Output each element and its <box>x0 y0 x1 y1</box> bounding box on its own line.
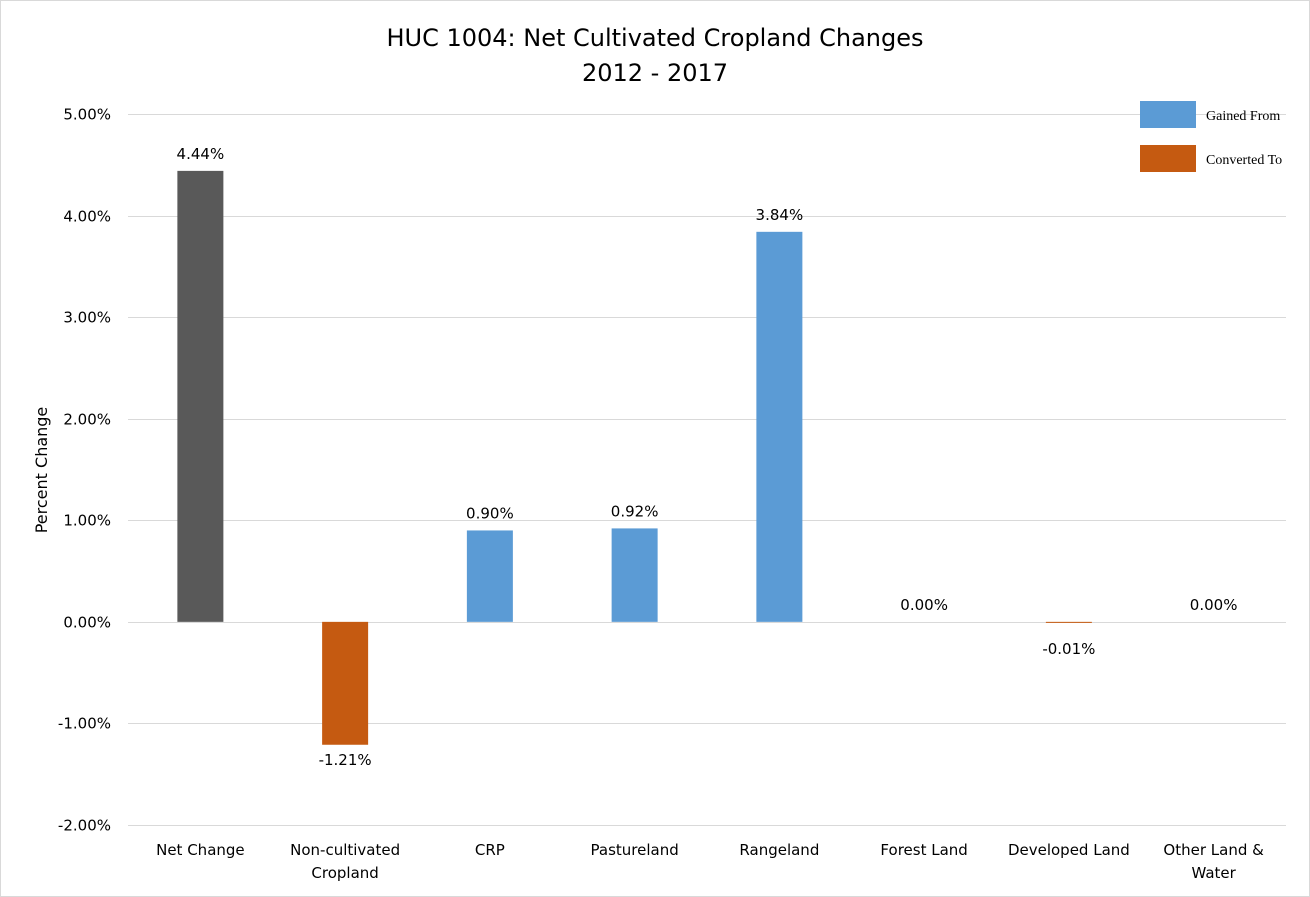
data-label: 0.92% <box>611 502 659 520</box>
y-tick-label: 0.00% <box>63 614 111 632</box>
x-tick-label: Non-cultivated <box>290 841 400 859</box>
data-label: 3.84% <box>756 206 804 224</box>
data-label: 0.00% <box>900 596 948 614</box>
bar <box>756 231 803 622</box>
x-tick-label: CRP <box>475 841 505 859</box>
y-tick-label: 3.00% <box>63 309 111 327</box>
bar <box>611 528 658 622</box>
y-tick-label: -2.00% <box>58 817 111 835</box>
chart-title: HUC 1004: Net Cultivated Cropland Change… <box>386 24 923 52</box>
x-tick-label: Other Land & <box>1163 841 1264 859</box>
legend-label: Gained From <box>1206 109 1280 124</box>
gridlines <box>128 114 1286 826</box>
x-axis-ticks: Net Change Non-cultivated Cropland CRP Pastu… <box>156 841 1264 882</box>
data-label: 4.44% <box>177 145 225 163</box>
y-tick-label: 4.00% <box>63 208 111 226</box>
legend-swatch <box>1140 145 1196 172</box>
bars <box>177 170 1092 745</box>
x-tick-label: Pastureland <box>591 841 679 859</box>
bar <box>322 621 369 745</box>
data-labels: 4.44% -1.21% 0.90% 0.92% 3.84% 0.00% -0.01% 0.0… <box>177 145 1238 769</box>
bar <box>1045 621 1092 623</box>
data-label: 0.90% <box>466 504 514 522</box>
y-tick-label: 5.00% <box>63 106 111 124</box>
y-tick-label: 1.00% <box>63 512 111 530</box>
data-label: -1.21% <box>319 751 372 769</box>
chart-subtitle: 2012 - 2017 <box>582 59 728 87</box>
y-axis-ticks: -2.00% -1.00% 0.00% 1.00% 2.00% 3.00% 4.00% 5.0… <box>58 106 111 835</box>
y-axis-title: Percent Change <box>32 407 51 534</box>
y-tick-label: 2.00% <box>63 411 111 429</box>
x-tick-label: Cropland <box>311 864 378 882</box>
x-tick-label: Net Change <box>156 841 245 859</box>
x-tick-label: Developed Land <box>1008 841 1130 859</box>
y-tick-label: -1.00% <box>58 715 111 733</box>
legend-label: Converted To <box>1206 153 1282 168</box>
x-tick-label: Forest Land <box>880 841 967 859</box>
data-label: -0.01% <box>1042 640 1095 658</box>
bar <box>466 530 513 622</box>
x-tick-label: Rangeland <box>739 841 819 859</box>
bar <box>177 170 224 622</box>
legend: Gained From Converted To <box>1140 101 1282 172</box>
data-label: 0.00% <box>1190 596 1238 614</box>
x-tick-label: Water <box>1191 864 1236 882</box>
legend-swatch <box>1140 101 1196 128</box>
